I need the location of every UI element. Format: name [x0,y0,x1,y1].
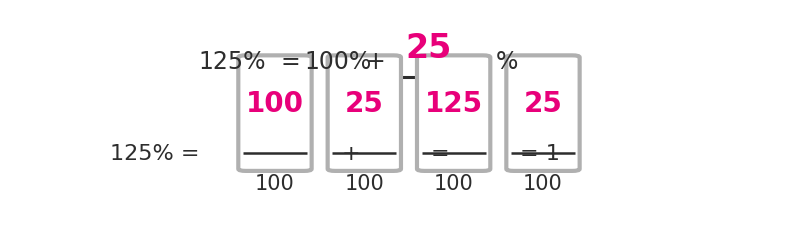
Text: 125%: 125% [198,50,266,74]
Text: 125: 125 [425,89,483,117]
Text: 25: 25 [405,31,452,64]
Text: =: = [281,50,301,74]
Text: %: % [495,50,518,74]
Text: +: + [366,50,386,74]
Text: 25: 25 [345,89,384,117]
Text: = 1: = 1 [520,144,560,163]
Text: 100: 100 [246,89,304,117]
FancyBboxPatch shape [417,56,491,171]
FancyBboxPatch shape [506,56,580,171]
Text: 100: 100 [344,173,384,193]
Text: 100: 100 [255,173,295,193]
Text: 25: 25 [524,89,562,117]
Text: 100: 100 [523,173,563,193]
FancyBboxPatch shape [238,56,312,171]
Text: +: + [341,144,360,163]
Text: 100%: 100% [304,50,372,74]
Text: 125% =: 125% = [110,144,200,163]
Text: =: = [431,144,449,163]
Text: 100: 100 [434,173,474,193]
FancyBboxPatch shape [328,56,401,171]
